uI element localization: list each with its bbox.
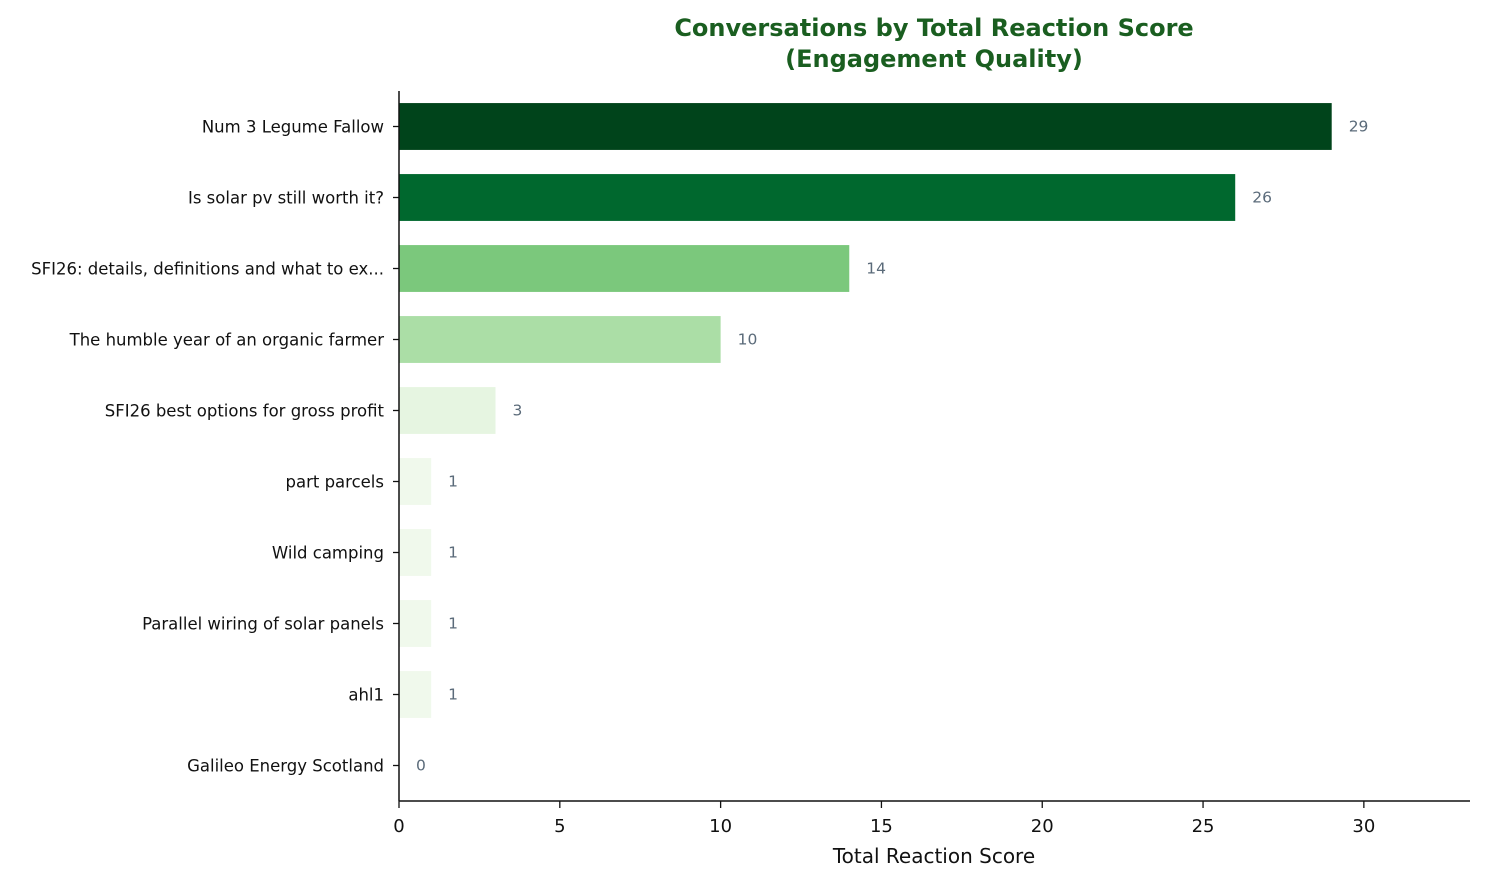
category-label: SFI26 best options for gross profit [105, 402, 385, 421]
x-axis-ticks: 0 5 10 15 20 25 30 [393, 801, 1375, 837]
bar [399, 458, 432, 505]
bars-layer [399, 103, 1332, 718]
value-label: 29 [1349, 118, 1369, 136]
category-label: Wild camping [272, 544, 384, 563]
category-label: Is solar pv still worth it? [188, 189, 384, 208]
x-tick-label: 15 [870, 816, 893, 837]
category-label: Galileo Energy Scotland [187, 757, 384, 776]
value-label: 1 [448, 473, 458, 491]
bar [399, 245, 850, 292]
bar [399, 174, 1236, 221]
x-tick-label: 10 [709, 816, 732, 837]
value-label: 1 [448, 544, 458, 562]
chart-title: Conversations by Total Reaction Score [674, 14, 1193, 42]
value-label: 10 [738, 331, 758, 349]
x-axis-title: Total Reaction Score [832, 844, 1035, 868]
bar [399, 529, 432, 576]
value-label: 14 [866, 260, 886, 278]
bar [399, 103, 1332, 150]
category-label: The humble year of an organic farmer [69, 331, 385, 350]
category-label: SFI26: details, definitions and what to … [31, 260, 384, 279]
chart-subtitle: (Engagement Quality) [785, 45, 1083, 73]
value-label: 3 [512, 402, 522, 420]
x-tick-label: 0 [393, 816, 404, 837]
x-tick-label: 5 [554, 816, 565, 837]
category-label: Num 3 Legume Fallow [202, 118, 384, 137]
category-label: part parcels [286, 473, 385, 492]
value-label: 1 [448, 615, 458, 633]
bar [399, 387, 496, 434]
category-label: Parallel wiring of solar panels [142, 615, 384, 634]
category-labels: Num 3 Legume Fallow Is solar pv still wor… [31, 118, 399, 776]
bar [399, 671, 432, 718]
bar [399, 600, 432, 647]
x-tick-label: 25 [1192, 816, 1215, 837]
x-tick-label: 20 [1031, 816, 1054, 837]
value-label: 0 [416, 757, 426, 775]
bar [399, 316, 721, 363]
value-label: 26 [1252, 189, 1272, 207]
category-label: ahl1 [348, 686, 384, 705]
value-label: 1 [448, 686, 458, 704]
x-tick-label: 30 [1352, 816, 1375, 837]
